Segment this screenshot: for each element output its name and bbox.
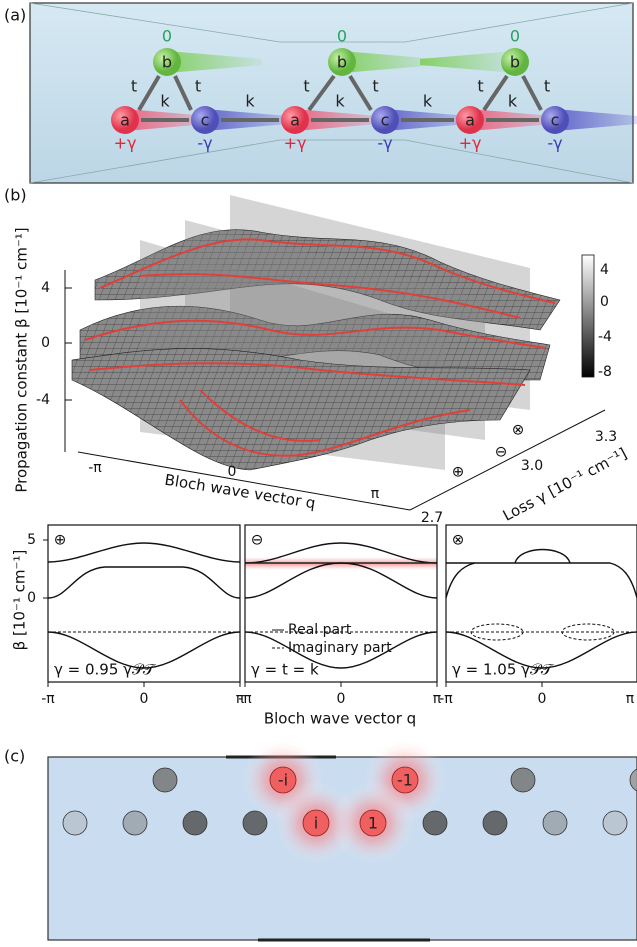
x-tick-label: π [626, 691, 635, 707]
annotation: γ = 1.05 γ𝒫𝒯 [452, 661, 555, 679]
site-label: a [465, 111, 475, 130]
surface-plot: 4 0 -4 Propagation constant β [10⁻¹ cm⁻¹… [13, 195, 630, 526]
site-label: a [290, 111, 300, 130]
loss-axis-label: Loss γ [10⁻¹ cm⁻¹] [500, 444, 630, 524]
site-label: b [337, 53, 347, 72]
panel-label: (c) [4, 747, 25, 766]
onsite-label: -γ [197, 134, 212, 153]
onsite-label: +γ [459, 134, 482, 153]
panel-a: a b c 0 +γ -γ a b c 0 +γ -γ a b c 0 +γ -γ t t t t t t k k k k k [30, 3, 637, 183]
plot-symbol: ⊗ [452, 531, 465, 549]
waveguide [153, 768, 177, 792]
waveguide [483, 811, 507, 835]
x-tick-label: 0 [538, 691, 547, 707]
site-label: a [120, 111, 130, 130]
site-label: b [510, 53, 520, 72]
waveguide [63, 811, 87, 835]
onsite-label: +γ [114, 134, 137, 153]
q-axis-label: Bloch wave vector q [163, 471, 316, 513]
plane-symbol: ⊗ [512, 421, 525, 439]
k-label: k [508, 92, 518, 111]
band-plots: β [10⁻¹ cm⁻¹] 5 0 Bloch wave vector q Re… [11, 525, 637, 728]
panel-frame [30, 3, 633, 183]
legend-entry: Imaginary part [288, 640, 392, 656]
t-label: t [372, 77, 378, 96]
plane-symbol: ⊕ [452, 463, 465, 481]
y-tick-label: 4 [41, 280, 50, 296]
site-label: 1 [368, 814, 378, 833]
q-tick-label: 0 [228, 464, 237, 480]
q-tick-label: π [371, 486, 380, 502]
waveguide [123, 811, 147, 835]
annotation: γ = t = k [251, 661, 319, 679]
loss-tick-label: 2.7 [421, 510, 443, 526]
t-label: t [131, 77, 137, 96]
site-label: i [314, 814, 318, 833]
onsite-label: +γ [284, 134, 307, 153]
y-tick-label: 5 [27, 532, 36, 548]
k-label: k [245, 92, 255, 111]
waveguide [183, 811, 207, 835]
site-label: c [551, 111, 560, 130]
waveguide [511, 768, 535, 792]
colorbar-tick-label: 0 [600, 294, 609, 310]
panel-c: -i -1 i 1 [48, 738, 637, 940]
onsite-label: 0 [510, 27, 520, 46]
colorbar-tick-label: 4 [600, 262, 609, 278]
site-label: c [201, 111, 210, 130]
plane-symbol: ⊖ [495, 443, 508, 461]
k-label: k [335, 92, 345, 111]
x-tick-label: 0 [337, 691, 346, 707]
t-label: t [195, 77, 201, 96]
legend-entry: Real part [288, 622, 352, 638]
waveguide [603, 811, 627, 835]
x-tick-label: -π [439, 691, 453, 707]
onsite-label: 0 [337, 27, 347, 46]
x-tick-label: -π [238, 691, 252, 707]
k-label: k [160, 92, 170, 111]
q-tick-label: -π [88, 460, 102, 476]
waveguide [543, 811, 567, 835]
y-axis-label: β [10⁻¹ cm⁻¹] [11, 550, 29, 651]
x-axis-label: Bloch wave vector q [264, 710, 416, 728]
plot-frame [245, 525, 437, 682]
loss-tick-label: 3.0 [521, 458, 543, 474]
t-label: t [303, 77, 309, 96]
annotation: γ = 0.95 γ𝒫𝒯 [54, 661, 157, 679]
site-label: b [162, 53, 172, 72]
x-tick-label: -π [41, 691, 55, 707]
plot-frame [446, 525, 637, 682]
colorbar-tick-label: -4 [598, 329, 612, 345]
panel-label: (b) [4, 186, 27, 205]
y-axis-label: Propagation constant β [10⁻¹ cm⁻¹] [13, 227, 31, 492]
t-label: t [477, 77, 483, 96]
loss-tick-label: 3.3 [595, 429, 617, 445]
onsite-label: -γ [377, 134, 392, 153]
x-tick-label: 0 [140, 691, 149, 707]
y-tick-label: 0 [27, 590, 36, 606]
y-tick-label: -4 [36, 392, 50, 408]
site-label: -1 [397, 771, 413, 790]
onsite-label: 0 [162, 27, 172, 46]
panel-label: (a) [4, 6, 26, 25]
colorbar-tick-label: -8 [598, 364, 612, 380]
plot-symbol: ⊕ [54, 531, 67, 549]
colorbar [582, 255, 594, 377]
t-label: t [544, 77, 550, 96]
y-tick-label: 0 [41, 335, 50, 351]
onsite-label: -γ [547, 134, 562, 153]
k-label: k [423, 92, 433, 111]
site-label: -i [278, 771, 288, 790]
plot-symbol: ⊖ [251, 531, 264, 549]
plot-frame [48, 525, 240, 682]
site-label: c [381, 111, 390, 130]
